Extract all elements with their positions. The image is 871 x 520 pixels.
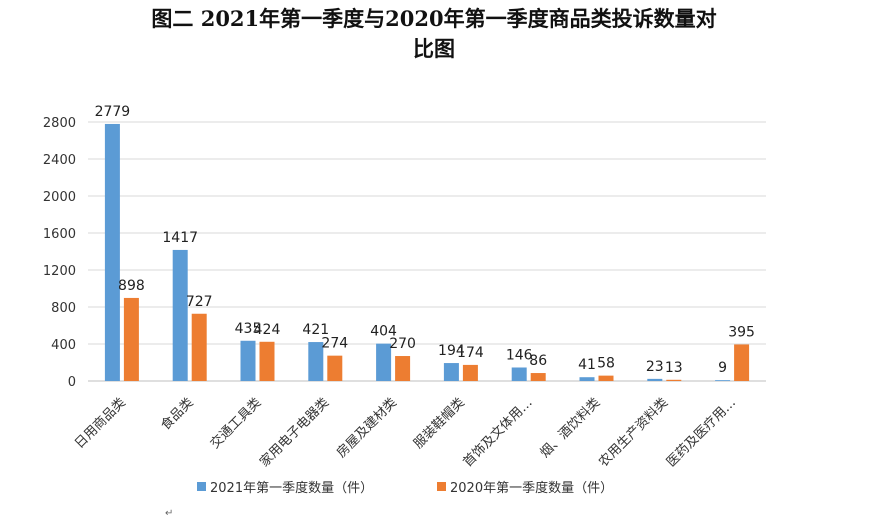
data-label-2020-3: 274 (321, 336, 348, 352)
y-tick-label-800: 800 (51, 301, 76, 316)
data-label-2021-2: 435 (235, 321, 262, 337)
y-tick-label-0: 0 (68, 375, 76, 390)
legend-item-2020: 2020年第一季度数量（件） (437, 477, 613, 496)
data-label-2021-3: 421 (302, 322, 329, 338)
bar-2021-8 (647, 378, 663, 381)
data-label-2021-9: 9 (718, 360, 727, 376)
bar-2020-5 (462, 364, 478, 381)
data-label-2020-9: 395 (728, 324, 755, 340)
y-tick-label-400: 400 (51, 338, 76, 353)
bar-2021-4 (376, 343, 392, 381)
bar-2021-2 (240, 340, 256, 381)
x-tick-label-1: 食品类 (158, 395, 197, 434)
data-label-2020-1: 727 (186, 294, 213, 310)
bar-2021-1 (172, 249, 188, 381)
x-tick-label-5: 服装鞋帽类 (410, 395, 467, 452)
bar-2021-9 (715, 380, 731, 381)
x-tick-label-8: 农用生产资料类 (596, 395, 671, 470)
data-label-2020-6: 86 (529, 353, 547, 369)
bar-2020-4 (395, 356, 411, 381)
bar-2020-9 (734, 344, 750, 381)
data-label-2021-7: 41 (578, 357, 596, 373)
bar-2021-6 (511, 367, 527, 381)
data-label-2021-0: 2779 (95, 104, 131, 120)
data-label-2021-6: 146 (506, 347, 533, 363)
y-tick-label-1600: 1600 (43, 227, 76, 242)
data-label-2020-0: 898 (118, 278, 145, 294)
x-tick-label-2: 交通工具类 (207, 395, 264, 452)
legend-label-2021: 2021年第一季度数量（件） (210, 481, 374, 496)
legend-swatch-2021 (197, 482, 206, 491)
data-label-2021-1: 1417 (162, 230, 198, 246)
legend-swatch-2020 (437, 482, 446, 491)
y-tick-label-2400: 2400 (43, 153, 76, 168)
bar-2020-8 (666, 379, 682, 381)
bar-2021-3 (308, 342, 324, 381)
data-label-2021-8: 23 (646, 359, 664, 375)
y-tick-label-2000: 2000 (43, 190, 76, 205)
x-tick-label-9: 医药及医疗用… (664, 395, 739, 470)
x-tick-label-6: 首饰及文体用… (461, 395, 536, 470)
data-label-2020-7: 58 (597, 356, 615, 372)
x-tick-label-3: 家用电子电器类 (256, 395, 332, 471)
y-tick-label-1200: 1200 (43, 264, 76, 279)
bar-2021-0 (104, 123, 120, 381)
data-label-2020-8: 13 (665, 360, 683, 376)
data-label-2020-2: 424 (254, 322, 281, 338)
x-tick-label-7: 烟、酒饮料类 (538, 395, 604, 461)
bar-2020-2 (259, 341, 275, 381)
x-tick-label-4: 房屋及建材类 (333, 395, 399, 461)
legend-item-2021: 2021年第一季度数量（件） (197, 477, 373, 496)
chart-title: 图二 2021年第一季度与2020年第一季度商品类投诉数量对 比图 (100, 4, 768, 64)
bar-2020-6 (530, 373, 546, 381)
data-label-2020-5: 174 (457, 345, 484, 361)
chart-title-line1: 图二 2021年第一季度与2020年第一季度商品类投诉数量对 (151, 6, 717, 31)
paragraph-mark: ↵ (165, 508, 174, 519)
y-tick-label-2800: 2800 (43, 116, 76, 131)
bar-2020-0 (123, 297, 139, 381)
chart-title-line2: 比图 (413, 36, 455, 61)
bar-2021-7 (579, 377, 595, 381)
bar-2020-7 (598, 375, 614, 381)
data-label-2021-5: 194 (438, 343, 465, 359)
legend-label-2020: 2020年第一季度数量（件） (450, 481, 614, 496)
x-tick-label-0: 日用商品类 (72, 395, 129, 452)
bar-2021-5 (443, 363, 459, 381)
data-label-2021-4: 404 (370, 324, 397, 340)
bar-2020-1 (191, 313, 207, 381)
data-label-2020-4: 270 (389, 336, 416, 352)
bar-2020-3 (327, 355, 343, 381)
